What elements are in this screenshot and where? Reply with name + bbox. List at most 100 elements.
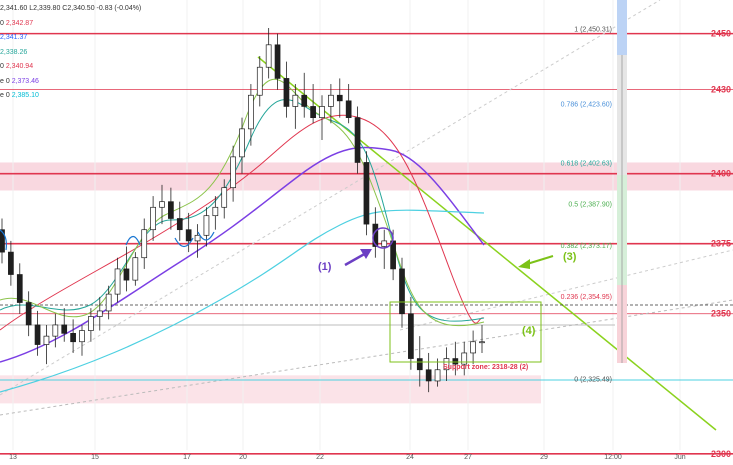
candle-body <box>141 229 148 259</box>
y-tick-label: 2450 <box>711 29 731 39</box>
candle-body <box>8 251 14 275</box>
candle-body <box>479 341 485 344</box>
annotation-wave-3: (3) <box>563 251 577 263</box>
x-tick-label: 12:00 <box>604 454 622 461</box>
candle-body <box>123 268 130 281</box>
fib-label: 0.786 (2,423.60) <box>561 102 612 109</box>
legend-row: 2,338.26 <box>0 46 141 61</box>
legend-row-value: 2,385.10 <box>11 92 39 99</box>
candle-body <box>105 293 112 312</box>
candle-body <box>114 268 121 295</box>
annotation-wave-1: (1) <box>318 261 332 273</box>
fib-label: 0 (2,325.49) <box>574 376 612 383</box>
candle-body <box>185 229 192 242</box>
candle-body <box>168 201 174 219</box>
candle-body <box>203 215 210 236</box>
candle-body <box>399 268 405 315</box>
fib-bar-blue <box>617 0 627 55</box>
legend: 2,341.60 L2,339.80 C2,340.50 -0.83 (-0.0… <box>0 2 141 104</box>
candle-body <box>150 206 156 231</box>
y-tick-label: 2375 <box>711 239 731 249</box>
wave-1-arrowhead-icon <box>360 249 372 259</box>
candle-body <box>25 302 32 326</box>
candle-body <box>416 358 423 371</box>
descending-trendline <box>257 56 717 431</box>
legend-row-label: 0 <box>0 19 6 27</box>
legend-row-value: 2,373.46 <box>11 77 39 85</box>
candle-body <box>319 106 325 119</box>
legend-row-value: 2,340.94 <box>5 63 34 70</box>
fib-label: 0.618 (2,402.63) <box>561 160 612 167</box>
candle-body <box>256 66 263 96</box>
legend-row: e 0 2,385.10 <box>0 89 141 104</box>
x-tick-label: 27 <box>464 454 472 461</box>
candle-body <box>434 369 441 382</box>
candle-body <box>96 310 103 317</box>
fib-label: 0.5 (2,387.90) <box>568 202 612 209</box>
candle-body <box>470 341 476 354</box>
legend-row: 2,341.37 <box>0 31 141 46</box>
wave-3-arrowhead-icon <box>518 259 530 269</box>
candle-body <box>354 117 361 163</box>
legend-row: 0 2,342.87 <box>0 17 141 32</box>
legend-row-value: 2,342.87 <box>5 19 34 27</box>
candle-body <box>176 218 183 231</box>
annotation-wave-4: (4) <box>522 325 536 337</box>
legend-row-label: e 0 <box>0 77 12 85</box>
candle-body <box>230 156 236 189</box>
candle-body <box>16 274 23 303</box>
ma-lime <box>0 78 485 327</box>
y-tick-label: 2350 <box>711 309 731 319</box>
x-tick-label: 29 <box>540 454 548 461</box>
candle-body <box>88 316 94 331</box>
legend-row: 0 2,340.94 <box>0 60 141 75</box>
wave-1-circle <box>372 227 394 249</box>
candle-body <box>265 44 272 68</box>
candle-body <box>274 44 281 79</box>
head-shoulder-arc-3 <box>197 231 215 241</box>
x-tick-label: 15 <box>91 454 99 461</box>
wave-3-arrow <box>526 255 554 265</box>
candle-body <box>381 240 388 247</box>
candle-body <box>328 94 334 107</box>
candle-body <box>292 94 299 107</box>
candle-body <box>310 106 316 119</box>
fib-label: 0.236 (2,354.95) <box>561 294 612 301</box>
legend-row-value: 2,341.37 <box>0 34 28 41</box>
legend-ohlc: 2,341.60 L2,339.80 C2,340.50 -0.83 (-0.0… <box>0 5 142 12</box>
y-tick-label: 2300 <box>711 449 731 459</box>
x-tick-label: 22 <box>316 454 324 461</box>
candle-body <box>443 358 450 371</box>
candle-body <box>345 100 352 119</box>
candle-body <box>425 369 432 382</box>
ma-red <box>0 114 485 331</box>
ma-cyan <box>0 209 485 393</box>
x-tick-label: Jun <box>674 454 685 461</box>
candle-body <box>363 162 370 225</box>
x-tick-label: 24 <box>406 454 414 461</box>
head-shoulder-arc-1 <box>125 235 141 246</box>
candle-body <box>239 128 245 158</box>
candle-body <box>452 358 459 365</box>
candle-body <box>43 335 50 345</box>
x-tick-label: 17 <box>183 454 191 461</box>
head-shoulder-arc-left <box>0 229 7 251</box>
head-shoulder-arc-2 <box>174 237 194 248</box>
y-tick-label: 2430 <box>711 85 731 95</box>
candle-body <box>132 257 139 281</box>
fib-label: 1 (2,450.31) <box>574 27 612 34</box>
candle-body <box>159 201 165 208</box>
candle-body <box>221 187 228 208</box>
dashed-trendline-lower <box>0 299 733 416</box>
legend-row-label: 0 <box>0 63 6 70</box>
y-tick-label: 2400 <box>711 169 731 179</box>
candle-body <box>61 324 68 334</box>
consolidation-box <box>389 301 542 363</box>
candle-body <box>461 352 468 365</box>
legend-row: e 0 2,373.46 <box>0 75 141 90</box>
candle-body <box>0 229 5 253</box>
candle-body <box>70 332 76 343</box>
dashed-trendline-upper <box>0 0 661 396</box>
candle-body <box>34 324 41 345</box>
